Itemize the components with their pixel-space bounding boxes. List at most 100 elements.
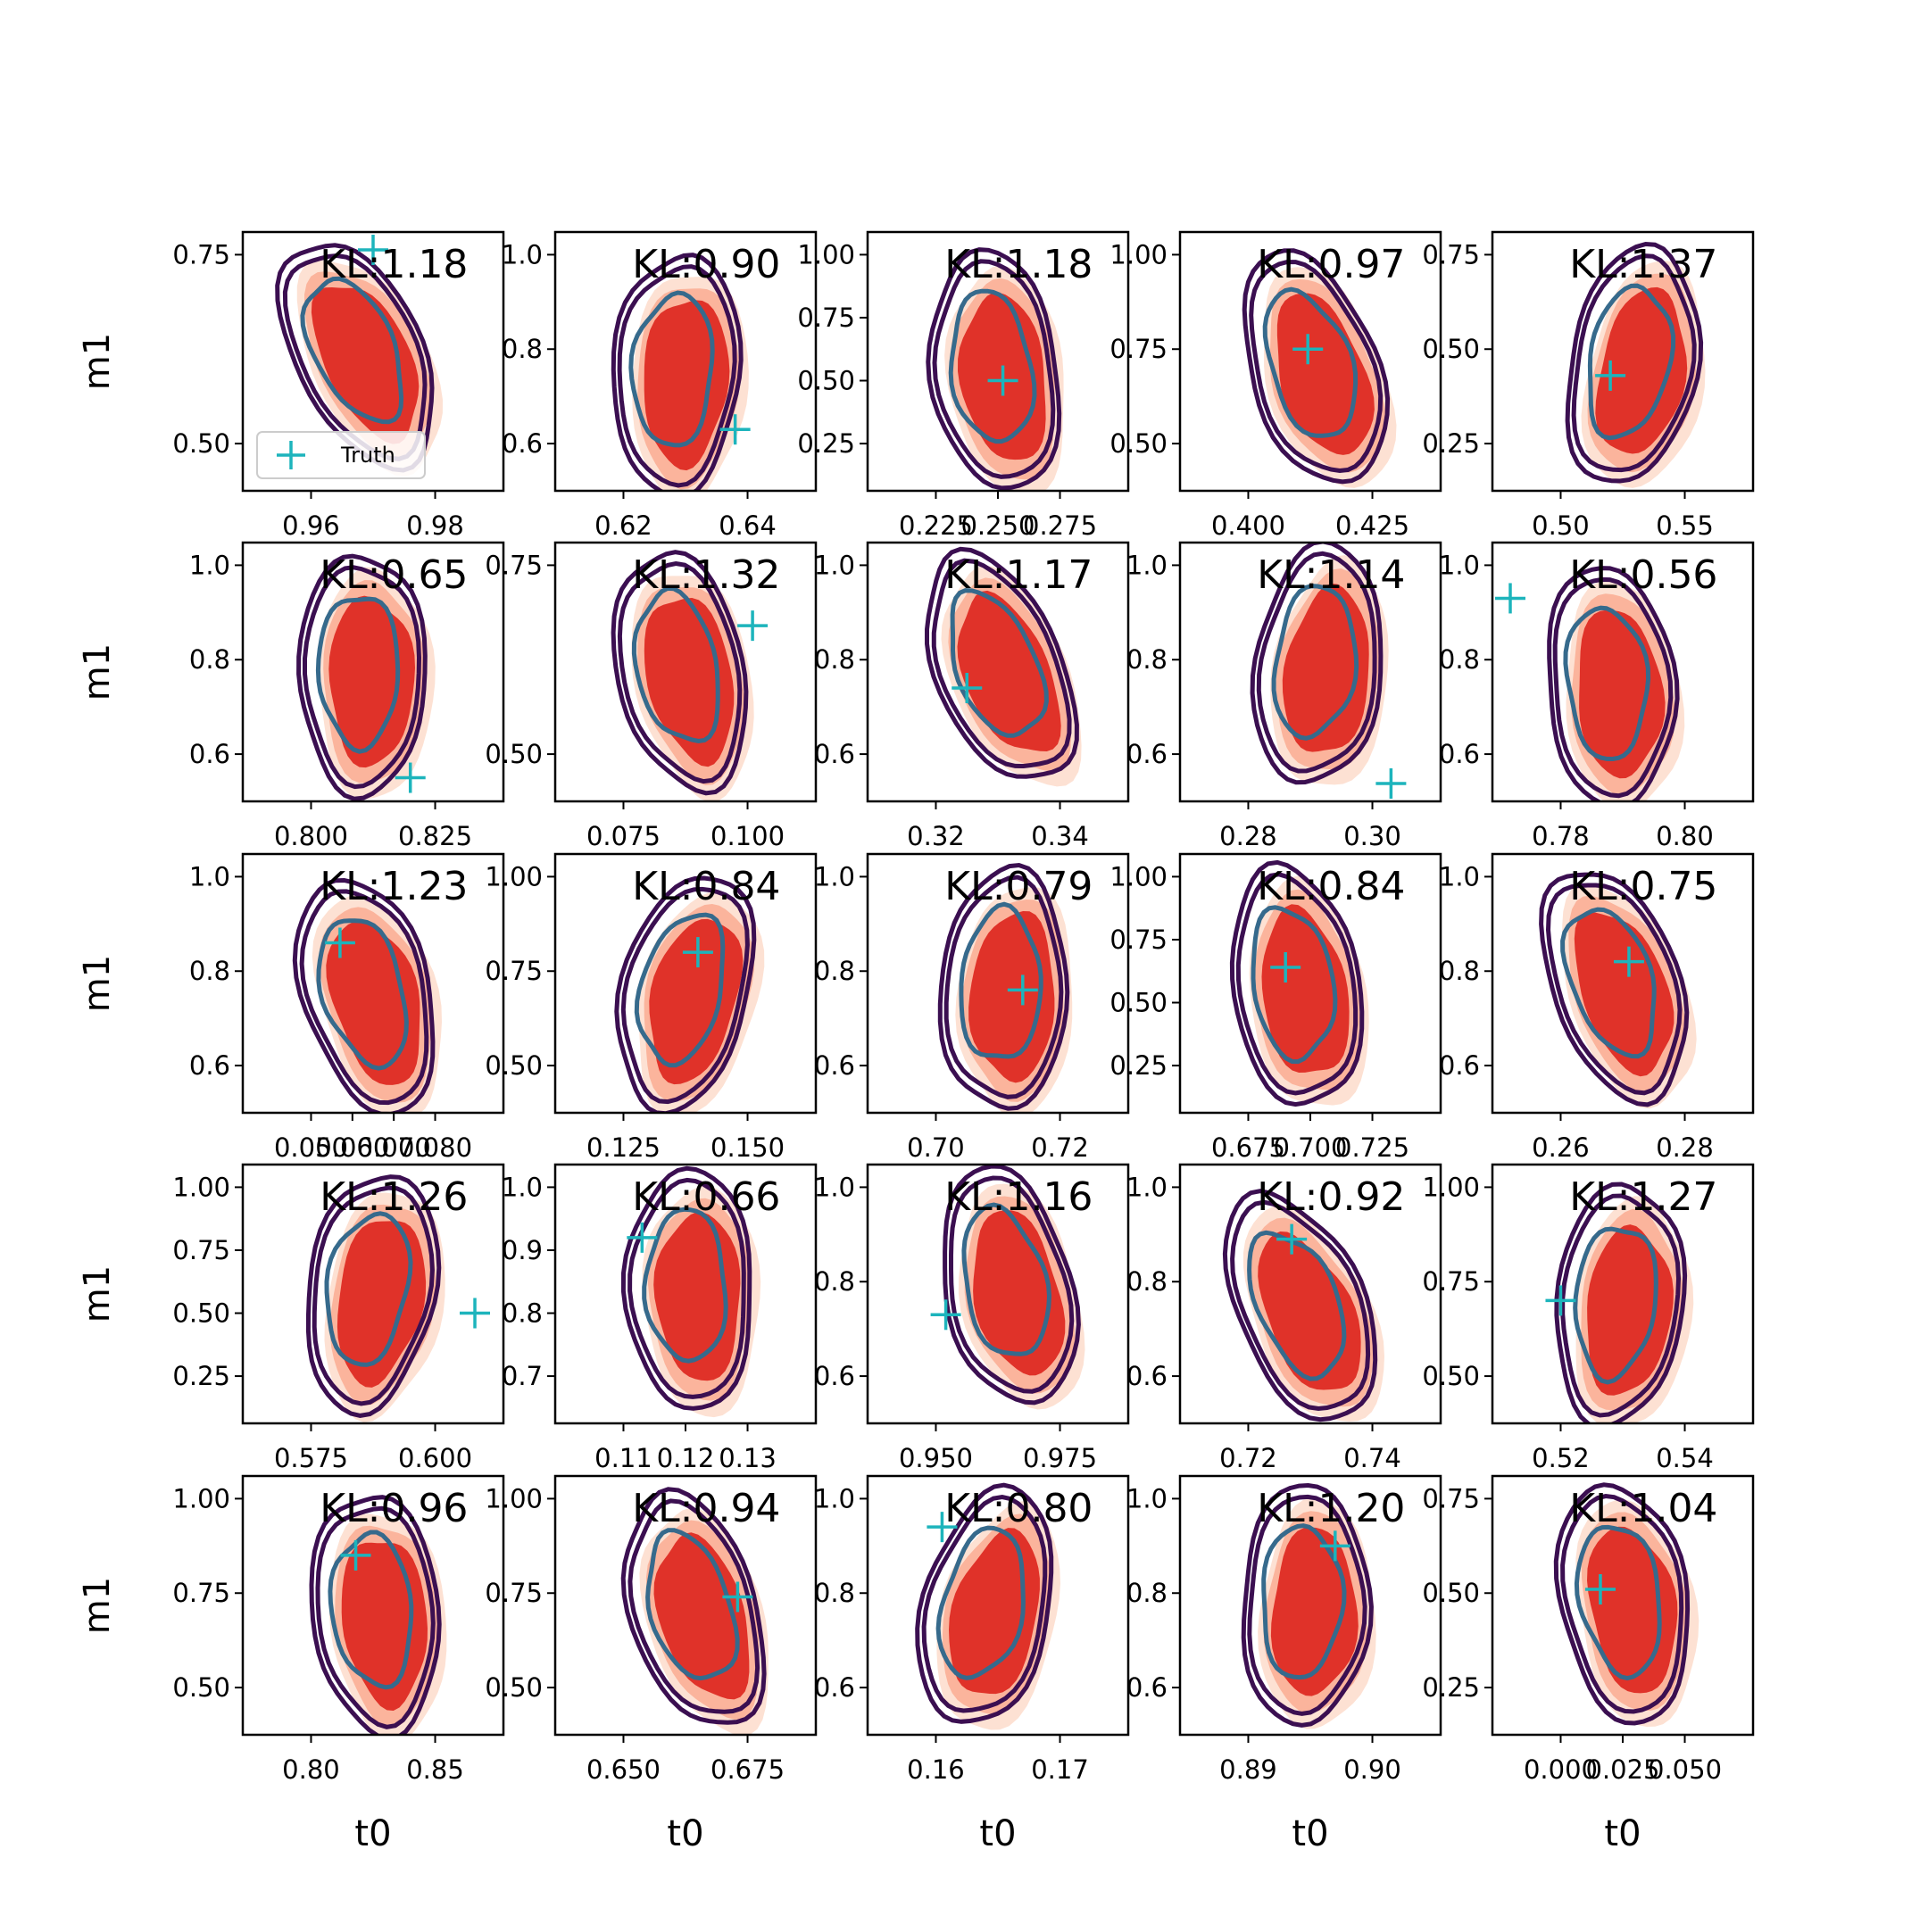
contour-middle [932,259,1056,479]
contour-middle [1247,1494,1367,1716]
truth-marker [1007,974,1038,1006]
kl-label: KL:1.20 [1257,1486,1405,1531]
contour-inner [1587,283,1676,441]
contour-middle [1552,576,1674,799]
subplot-r3c1: KL:0.66 0.11 0.12 0.13 1.0 0.9 0.8 0.7 [502,1163,818,1473]
density-level-3 [337,1221,427,1388]
y-tick-label: 0.8 [189,644,230,675]
density-level-3 [968,911,1055,1083]
contour-outer [1565,241,1704,484]
density-layer [611,550,754,801]
axes-frame [241,1474,505,1737]
y-tick-label: 0.50 [1422,1361,1480,1391]
density-layer [620,1487,769,1735]
subplot-r3c0: KL:1.26 0.575 0.600 1.00 0.75 0.50 0.25 m1 [77,1163,505,1473]
density-layer [309,1495,447,1735]
y-tick-label: 1.0 [1439,550,1480,580]
kl-label: KL:0.97 [1257,242,1405,287]
x-tick-label: 0.80 [282,1754,340,1785]
y-tick-label: 0.75 [172,1235,230,1265]
x-tick-label: 0.80 [1656,821,1714,851]
subplot-r4c3: KL:1.20 0.89 0.90 1.0 0.8 0.6 t0 [1126,1474,1442,1854]
x-tick-label: 0.11 [594,1443,652,1473]
contour-inner [959,901,1043,1059]
contour-middle [282,253,428,461]
contour-inner [300,276,404,425]
y-tick-label: 0.8 [1439,956,1480,986]
contour-middle [315,1505,436,1729]
contour-outer [620,1165,752,1411]
y-tick-label: 0.6 [814,1361,855,1391]
axes-frame [866,541,1130,803]
y-tick-label: 0.6 [1126,1361,1168,1391]
y-tick-label: 1.00 [1109,861,1168,891]
truth-marker [1595,360,1626,391]
truth-marker [1270,952,1301,983]
truth-marker [460,1298,491,1329]
x-tick-label: 0.600 [398,1443,472,1473]
contour-inner [315,596,401,754]
contour-outer [943,1165,1081,1405]
y-tick-label: 0.75 [485,550,543,580]
y-tick-label: 0.6 [189,739,230,769]
density-layer [292,877,442,1113]
truth-marker [1545,1285,1576,1316]
subplot-r1c1: KL:1.32 0.075 0.100 0.75 0.50 [485,541,818,851]
axes-frame [1491,541,1755,803]
axes-frame [241,230,505,493]
x-tick-label: 0.32 [907,821,965,851]
x-tick-label: 0.72 [1031,1132,1089,1163]
x-tick-label: 0.26 [1532,1132,1590,1163]
kl-label: KL:1.18 [320,242,468,287]
density-level-3 [644,300,730,471]
contour-outer [1547,566,1680,801]
x-tick-label: 0.28 [1219,821,1277,851]
y-tick-label: 0.6 [1126,739,1168,769]
truth-marker [627,1222,658,1253]
y-tick-label: 0.8 [814,1578,855,1608]
truth-marker [1292,334,1324,365]
contour-middle [303,565,422,790]
x-tick-label: 0.800 [274,821,348,851]
y-tick-label: 0.25 [1109,1050,1168,1081]
y-tick-label: 0.6 [502,428,543,459]
subplot-r3c4: KL:1.27 0.52 0.54 1.00 0.75 0.50 [1422,1163,1755,1473]
x-tick-label: 0.96 [282,510,340,541]
x-axis-label: t0 [1604,1813,1641,1854]
contour-middle [312,1185,435,1406]
y-tick-label: 0.7 [502,1361,543,1391]
contour-inner [1251,905,1338,1065]
axes-frame [1178,1474,1442,1737]
legend-label: Truth [340,443,395,468]
x-tick-label: 0.975 [1023,1443,1097,1473]
density-layer [915,1482,1060,1730]
y-tick-label: 0.75 [1109,334,1168,364]
kl-label: KL:1.16 [944,1174,1093,1220]
x-tick-label: 0.13 [719,1443,777,1473]
contour-inner [961,1202,1052,1356]
contour-outer [309,1495,442,1735]
y-tick-label: 1.00 [172,1172,230,1202]
y-tick-label: 0.75 [1422,1266,1480,1297]
x-tick-label: 0.950 [899,1443,973,1473]
subplot-r1c0: KL:0.65 0.800 0.825 1.0 0.8 0.6 m1 [77,541,505,851]
x-tick-label: 0.100 [711,821,785,851]
contour-outer [1539,872,1690,1107]
density-layer [1547,566,1685,801]
y-tick-label: 0.6 [1439,739,1480,769]
density-level-3 [1587,1224,1674,1396]
y-tick-label: 0.75 [172,1578,230,1608]
truth-marker [395,762,426,793]
x-tick-label: 0.30 [1343,821,1401,851]
y-tick-label: 1.0 [814,1483,855,1513]
legend-box [256,431,426,479]
y-axis-label: m1 [77,955,118,1012]
contour-outer [620,1487,767,1725]
kl-label: KL:1.27 [1569,1174,1717,1220]
x-tick-label: 0.52 [1532,1443,1590,1473]
y-tick-label: 0.25 [797,428,855,459]
y-axis-label: m1 [77,1577,118,1634]
contour-outer [1222,1189,1378,1422]
